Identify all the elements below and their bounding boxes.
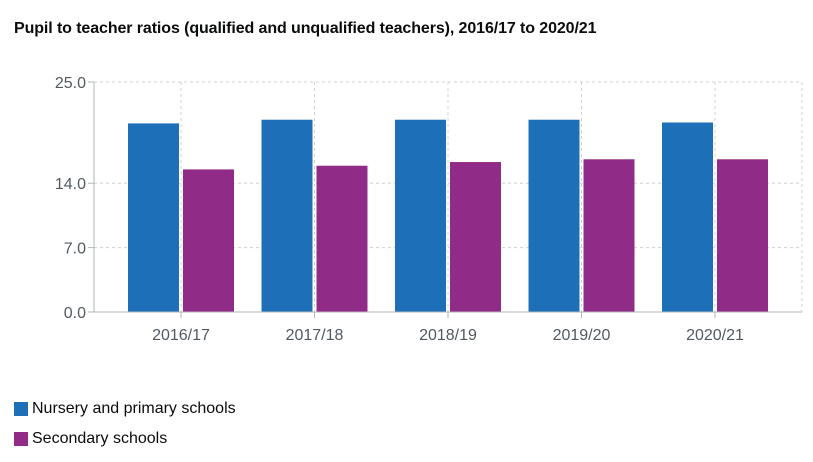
bar-secondary-2020-21	[717, 159, 768, 312]
legend-item-secondary: Secondary schools	[14, 424, 236, 454]
x-tick-label: 2017/18	[286, 327, 344, 344]
y-tick-label: 25.0	[55, 75, 86, 92]
bar-secondary-2016-17	[183, 169, 234, 312]
bar-secondary-2018-19	[450, 162, 501, 312]
legend-swatch-nursery-primary	[14, 402, 28, 416]
bar-nursery-primary-2018-19	[395, 119, 446, 312]
bar-nursery-primary-2016-17	[128, 123, 179, 313]
y-axis: 0.0 7.0 14.0 25.0	[55, 75, 95, 322]
legend-label-secondary: Secondary schools	[32, 430, 168, 447]
x-tick-label: 2019/20	[553, 327, 611, 344]
bar-nursery-primary-2017-18	[261, 119, 313, 312]
y-tick-label: 7.0	[64, 241, 86, 258]
bar-chart: 0.0 7.0 14.0 25.0 2016/17 2017/18 2018/19 2019…	[55, 75, 803, 344]
bar-nursery-primary-2020-21	[662, 122, 713, 312]
bar-secondary-2017-18	[316, 165, 368, 312]
x-tick-label: 2020/21	[686, 327, 744, 344]
bars	[128, 119, 768, 313]
x-axis: 2016/17 2017/18 2018/19 2019/20 2020/21	[94, 311, 802, 344]
legend-item-nursery-primary: Nursery and primary schools	[14, 394, 236, 424]
legend: Nursery and primary schools Secondary sc…	[14, 394, 236, 454]
chart-title: Pupil to teacher ratios (qualified and u…	[14, 20, 597, 37]
legend-label-nursery-primary: Nursery and primary schools	[32, 400, 236, 417]
x-tick-label: 2016/17	[152, 327, 210, 344]
bar-nursery-primary-2019-20	[528, 119, 580, 312]
legend-swatch-secondary	[14, 432, 28, 446]
y-tick-label: 0.0	[64, 305, 86, 322]
y-tick-label: 14.0	[55, 176, 86, 193]
x-tick-label: 2018/19	[419, 327, 477, 344]
grid-lines	[94, 81, 803, 312]
bar-secondary-2019-20	[583, 159, 635, 312]
